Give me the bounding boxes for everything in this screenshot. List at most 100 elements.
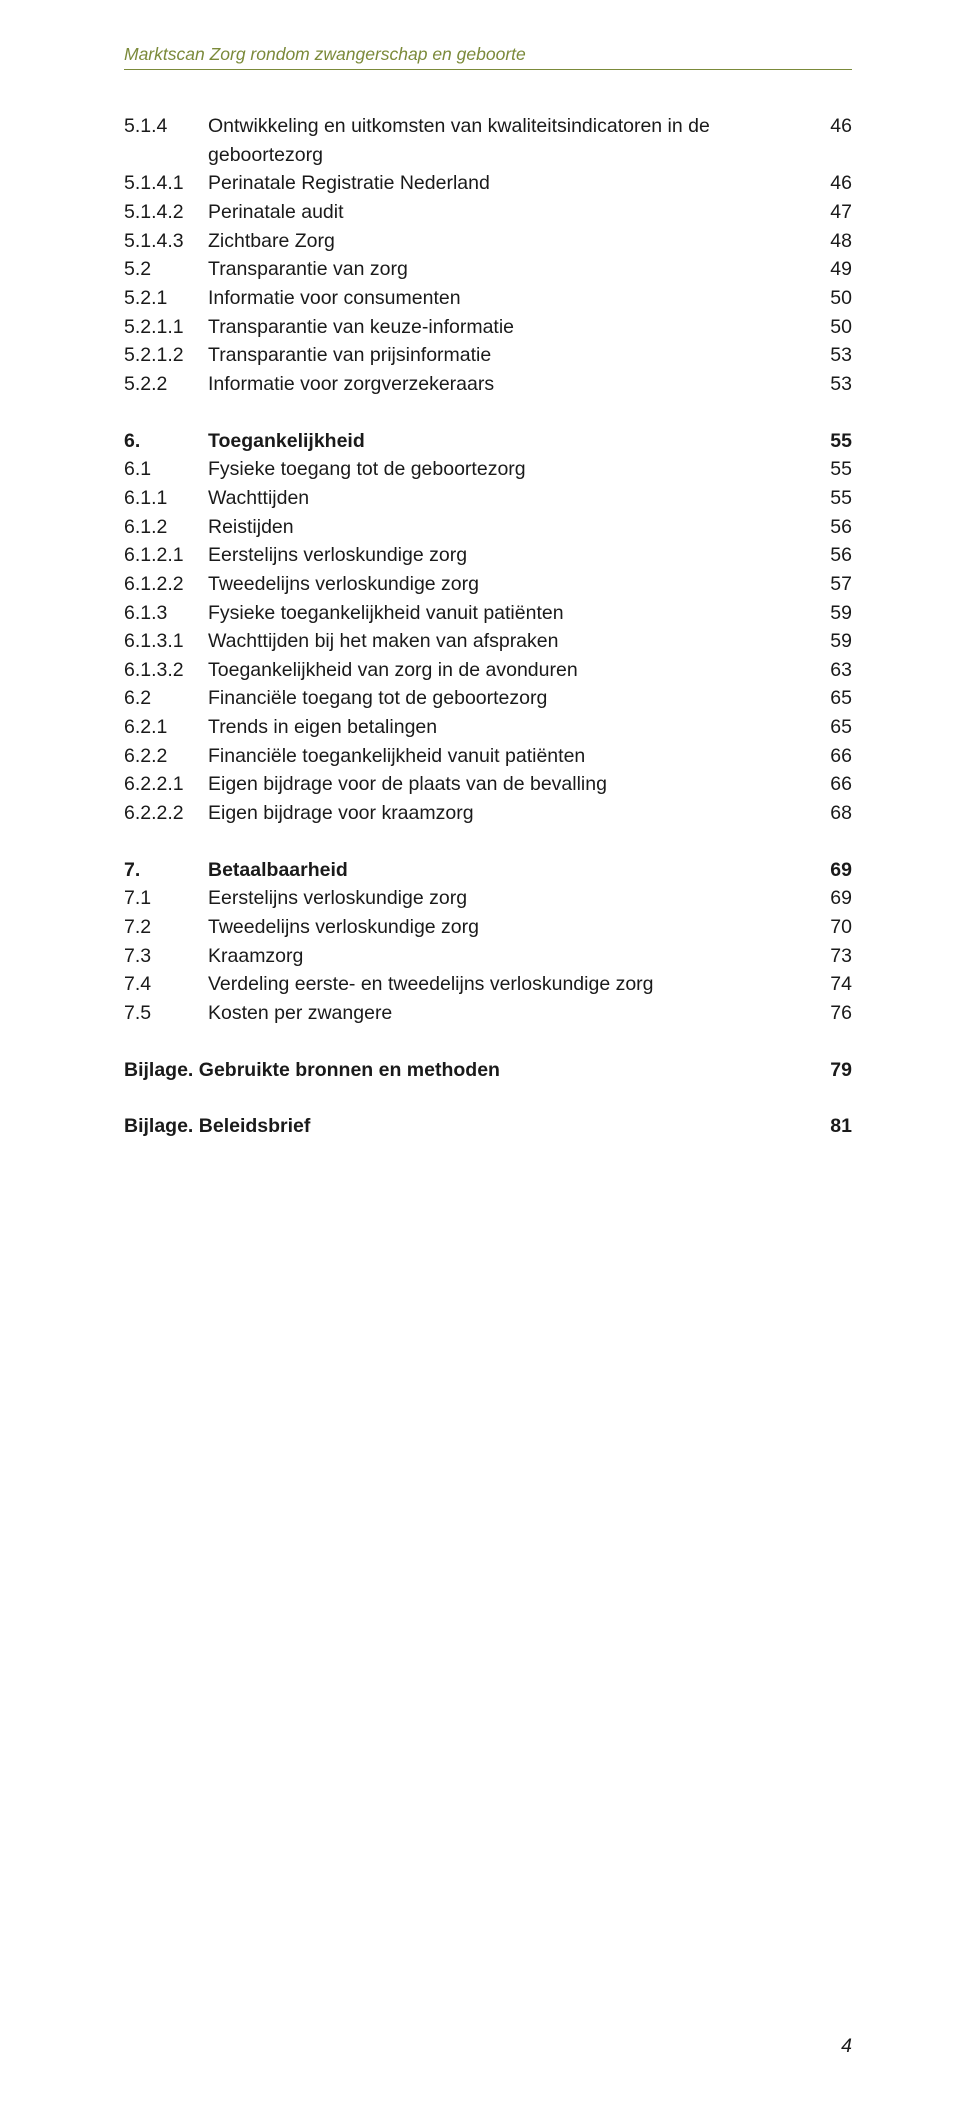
toc-entry-page: 47 xyxy=(808,198,852,227)
toc-entry-label: Perinatale audit xyxy=(208,198,808,227)
toc-entry-label: Toegankelijkheid xyxy=(208,427,808,456)
toc-entry-label: Financiële toegankelijkheid vanuit patië… xyxy=(208,742,808,771)
toc-entry-label: Financiële toegang tot de geboortezorg xyxy=(208,684,808,713)
toc-row: 7.Betaalbaarheid69 xyxy=(124,856,852,885)
toc-row: 5.1.4.3Zichtbare Zorg48 xyxy=(124,227,852,256)
toc-row: 6.2Financiële toegang tot de geboortezor… xyxy=(124,684,852,713)
toc-row: 5.2Transparantie van zorg49 xyxy=(124,255,852,284)
toc-row: 6.2.2.2Eigen bijdrage voor kraamzorg68 xyxy=(124,799,852,828)
toc-row: 6.1Fysieke toegang tot de geboortezorg55 xyxy=(124,455,852,484)
toc-entry-page: 65 xyxy=(808,713,852,742)
toc-entry-number: 7. xyxy=(124,856,208,885)
toc-entry-label: Tweedelijns verloskundige zorg xyxy=(208,570,808,599)
toc-entry-page: 73 xyxy=(808,942,852,971)
toc-entry-label: Kosten per zwangere xyxy=(208,999,808,1028)
toc-entry-number: 6.1.2.1 xyxy=(124,541,208,570)
toc-entry-label: Informatie voor consumenten xyxy=(208,284,808,313)
toc-row: 6.Toegankelijkheid55 xyxy=(124,427,852,456)
toc-row: 5.1.4Ontwikkeling en uitkomsten van kwal… xyxy=(124,112,852,169)
toc-entry-page: 48 xyxy=(808,227,852,256)
toc-row: 6.1.2Reistijden56 xyxy=(124,513,852,542)
toc-entry-number: 6.2.1 xyxy=(124,713,208,742)
toc-entry-page: 50 xyxy=(808,284,852,313)
toc-entry-page: 56 xyxy=(808,541,852,570)
toc-row: 5.2.2Informatie voor zorgverzekeraars53 xyxy=(124,370,852,399)
toc-entry-number: 6.1.2 xyxy=(124,513,208,542)
toc-row: 6.1.2.1Eerstelijns verloskundige zorg56 xyxy=(124,541,852,570)
toc-entry-number: 6.2.2 xyxy=(124,742,208,771)
toc-entry-number: 6.2.2.1 xyxy=(124,770,208,799)
toc-entry-number: 5.1.4.2 xyxy=(124,198,208,227)
toc-entry-number: 5.1.4.1 xyxy=(124,169,208,198)
toc-row: 5.1.4.1Perinatale Registratie Nederland4… xyxy=(124,169,852,198)
toc-entry-label: Zichtbare Zorg xyxy=(208,227,808,256)
toc-entry-label: Wachttijden bij het maken van afspraken xyxy=(208,627,808,656)
toc-row: 7.4Verdeling eerste- en tweedelijns verl… xyxy=(124,970,852,999)
toc-row: 6.2.1Trends in eigen betalingen65 xyxy=(124,713,852,742)
toc-entry-page: 57 xyxy=(808,570,852,599)
toc-entry-page: 53 xyxy=(808,341,852,370)
toc-entry-page: 65 xyxy=(808,684,852,713)
toc-entry-label: Eerstelijns verloskundige zorg xyxy=(208,884,808,913)
toc-entry-label: Fysieke toegankelijkheid vanuit patiënte… xyxy=(208,599,808,628)
toc-entry-label: Eigen bijdrage voor kraamzorg xyxy=(208,799,808,828)
toc-entry-page: 66 xyxy=(808,770,852,799)
toc-entry-number: 5.2.2 xyxy=(124,370,208,399)
toc-entry-number: 6.1.3 xyxy=(124,599,208,628)
toc-entry-page: 55 xyxy=(808,427,852,456)
toc-row: 6.1.1Wachttijden55 xyxy=(124,484,852,513)
toc-entry-number: 5.1.4 xyxy=(124,112,208,141)
toc-entry-label: Wachttijden xyxy=(208,484,808,513)
toc-entry-page: 69 xyxy=(808,856,852,885)
toc-row: 5.2.1.1Transparantie van keuze-informati… xyxy=(124,313,852,342)
page-number: 4 xyxy=(841,2035,852,2058)
page-header-title: Marktscan Zorg rondom zwangerschap en ge… xyxy=(124,44,852,65)
toc-entry-page: 70 xyxy=(808,913,852,942)
toc-block: 6.Toegankelijkheid556.1Fysieke toegang t… xyxy=(124,427,852,828)
toc-block: 7.Betaalbaarheid697.1Eerstelijns verlosk… xyxy=(124,856,852,1028)
toc-entry-label: Eerstelijns verloskundige zorg xyxy=(208,541,808,570)
toc-entry-page: 49 xyxy=(808,255,852,284)
toc-entry-number: 6.1 xyxy=(124,455,208,484)
toc-entry-page: 63 xyxy=(808,656,852,685)
toc-entry-number: 6.1.3.2 xyxy=(124,656,208,685)
toc-row: 5.2.1Informatie voor consumenten50 xyxy=(124,284,852,313)
toc-entry-label: Transparantie van prijsinformatie xyxy=(208,341,808,370)
toc-entry-label: Transparantie van zorg xyxy=(208,255,808,284)
toc-entry-number: 7.5 xyxy=(124,999,208,1028)
toc-entry-number: 6.2 xyxy=(124,684,208,713)
toc-entry-number: 5.2.1.1 xyxy=(124,313,208,342)
toc-entry-number: 7.1 xyxy=(124,884,208,913)
toc-entry-page: 74 xyxy=(808,970,852,999)
toc-entry-label: Transparantie van keuze-informatie xyxy=(208,313,808,342)
toc-entry-page: 46 xyxy=(808,169,852,198)
toc-entry-page: 59 xyxy=(808,627,852,656)
toc-row: 5.1.4.2Perinatale audit47 xyxy=(124,198,852,227)
toc-entry-number: 7.3 xyxy=(124,942,208,971)
toc-entry-label: Bijlage. Beleidsbrief xyxy=(124,1112,808,1141)
toc-entry-number: 5.2 xyxy=(124,255,208,284)
toc-entry-page: 79 xyxy=(808,1056,852,1085)
toc-entry-number: 5.2.1.2 xyxy=(124,341,208,370)
toc-entry-label: Reistijden xyxy=(208,513,808,542)
toc-entry-page: 69 xyxy=(808,884,852,913)
toc-entry-page: 46 xyxy=(808,112,852,141)
toc-row: 7.1Eerstelijns verloskundige zorg69 xyxy=(124,884,852,913)
toc-entry-page: 55 xyxy=(808,455,852,484)
toc-entry-number: 5.2.1 xyxy=(124,284,208,313)
toc-entry-label: Trends in eigen betalingen xyxy=(208,713,808,742)
toc-row: 7.5Kosten per zwangere76 xyxy=(124,999,852,1028)
toc-entry-number: 6.2.2.2 xyxy=(124,799,208,828)
toc-entry-label: Perinatale Registratie Nederland xyxy=(208,169,808,198)
toc-row: 6.2.2Financiële toegankelijkheid vanuit … xyxy=(124,742,852,771)
toc-entry-page: 81 xyxy=(808,1112,852,1141)
toc-row: 6.1.3Fysieke toegankelijkheid vanuit pat… xyxy=(124,599,852,628)
toc-block: 5.1.4Ontwikkeling en uitkomsten van kwal… xyxy=(124,112,852,399)
toc-row: 7.2Tweedelijns verloskundige zorg70 xyxy=(124,913,852,942)
toc-entry-label: Toegankelijkheid van zorg in de avondure… xyxy=(208,656,808,685)
toc-entry-label: Betaalbaarheid xyxy=(208,856,808,885)
toc-entry-label: Bijlage. Gebruikte bronnen en methoden xyxy=(124,1056,808,1085)
toc-entry-number: 7.2 xyxy=(124,913,208,942)
toc-entry-page: 68 xyxy=(808,799,852,828)
toc-entry-number: 6.1.3.1 xyxy=(124,627,208,656)
